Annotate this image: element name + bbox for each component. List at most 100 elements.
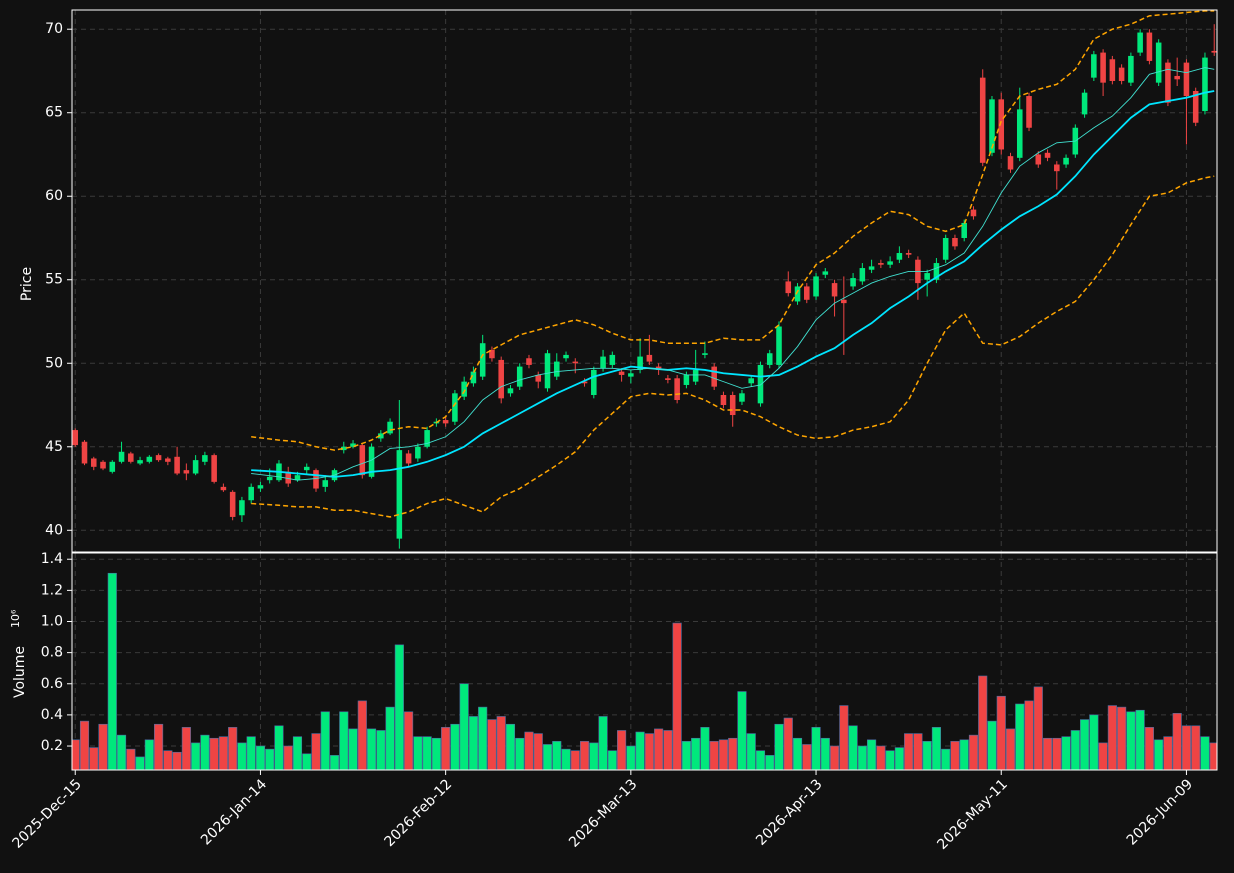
volume-bar xyxy=(72,739,80,770)
volume-bar xyxy=(394,644,404,770)
volume-bar xyxy=(978,675,988,770)
volume-bar xyxy=(774,723,784,770)
volume-bar xyxy=(367,728,377,770)
volume-bar xyxy=(968,734,979,770)
volume-bar xyxy=(996,695,1006,770)
candle-body xyxy=(155,455,162,461)
y-tick-label: 1.0 xyxy=(41,613,63,629)
volume-bar xyxy=(783,717,793,770)
volume-bar xyxy=(672,622,682,770)
volume-bar xyxy=(107,572,117,770)
price-frame xyxy=(71,9,1218,553)
candle-body xyxy=(896,253,903,260)
volume-bar xyxy=(237,742,247,770)
candle-body xyxy=(553,361,560,377)
candle-body xyxy=(461,381,467,397)
candle-body xyxy=(544,353,551,389)
candle-body xyxy=(1118,67,1125,81)
candle-body xyxy=(794,286,801,302)
candle-body xyxy=(729,394,736,416)
volume-bar xyxy=(265,748,275,770)
candle-body xyxy=(526,358,532,365)
volume-bar xyxy=(376,730,386,770)
candle-body xyxy=(257,485,264,489)
volume-bar xyxy=(496,716,506,770)
x-tick-label: 2026-Jan-14 xyxy=(198,776,270,848)
volume-bar xyxy=(1005,728,1016,770)
candle-body xyxy=(887,261,893,265)
candle-body xyxy=(637,356,643,370)
volume-bar xyxy=(737,691,747,770)
candle-body xyxy=(1007,156,1014,170)
candle-body xyxy=(128,453,134,462)
candle-body xyxy=(507,388,514,394)
overlay-line xyxy=(251,90,1215,478)
volume-bar xyxy=(191,742,201,770)
candle-body xyxy=(396,450,403,539)
y-tick-label: 0.4 xyxy=(41,707,63,723)
volume-bar xyxy=(885,750,895,770)
volume-bar xyxy=(579,741,590,770)
candle-body xyxy=(665,378,671,380)
volume-bar xyxy=(1098,742,1108,770)
candle-body xyxy=(100,461,106,469)
volume-bar xyxy=(1070,730,1080,770)
plot-area xyxy=(72,553,1217,770)
volume-bar xyxy=(283,745,293,770)
volume-bar xyxy=(709,741,719,770)
candle-body xyxy=(1146,32,1153,61)
candle-body xyxy=(1183,62,1190,97)
y-tick-label: 0.6 xyxy=(41,676,63,692)
candle-body xyxy=(720,394,727,406)
volume-bar xyxy=(830,745,840,770)
y-tick-label: 40 xyxy=(45,522,63,538)
volume-bar xyxy=(89,747,99,770)
candle-body xyxy=(118,451,125,462)
volume-bar xyxy=(209,737,219,770)
volume-bar xyxy=(792,737,803,770)
candle-body xyxy=(766,353,773,365)
overlay-line xyxy=(251,175,1215,518)
candle-body xyxy=(702,353,708,355)
volume-bar xyxy=(987,720,997,770)
candle-body xyxy=(470,371,477,384)
candle-body xyxy=(452,393,458,422)
y-tick-label: 50 xyxy=(45,355,63,371)
volume-bar xyxy=(857,745,867,770)
y-tick-label: 70 xyxy=(45,21,63,37)
candle-body xyxy=(183,470,190,474)
candle-body xyxy=(1016,109,1023,158)
volume-bar xyxy=(820,737,830,770)
candle-body xyxy=(1035,154,1042,165)
volume-bar xyxy=(755,750,766,770)
candle-body xyxy=(609,354,616,365)
volume-bar xyxy=(561,748,571,770)
volume-bar xyxy=(1089,714,1099,770)
volume-bar xyxy=(144,739,154,770)
volume-bar xyxy=(459,683,469,770)
volume-bar xyxy=(681,741,691,770)
candle-body xyxy=(998,99,1005,150)
candle-body xyxy=(109,461,116,472)
volume-bar xyxy=(1181,725,1192,770)
volume-bar xyxy=(422,736,432,770)
candle-body xyxy=(303,466,310,471)
candle-body xyxy=(924,273,930,280)
candle-body xyxy=(563,354,569,359)
volume-bar xyxy=(515,737,525,770)
volume-bar xyxy=(329,755,340,770)
volume-bar xyxy=(320,711,330,770)
volume-bar xyxy=(1033,686,1043,770)
candle-body xyxy=(600,356,606,369)
candle-body xyxy=(137,460,143,464)
plot-area xyxy=(72,10,1217,552)
candle-body xyxy=(1026,96,1032,128)
candle-body xyxy=(341,446,347,451)
volume-bar xyxy=(728,737,738,770)
volume-bar xyxy=(441,727,451,770)
volume-bar xyxy=(931,727,941,770)
volume-bar xyxy=(404,711,414,770)
overlay-line xyxy=(251,10,1215,451)
volume-bar xyxy=(950,741,960,770)
